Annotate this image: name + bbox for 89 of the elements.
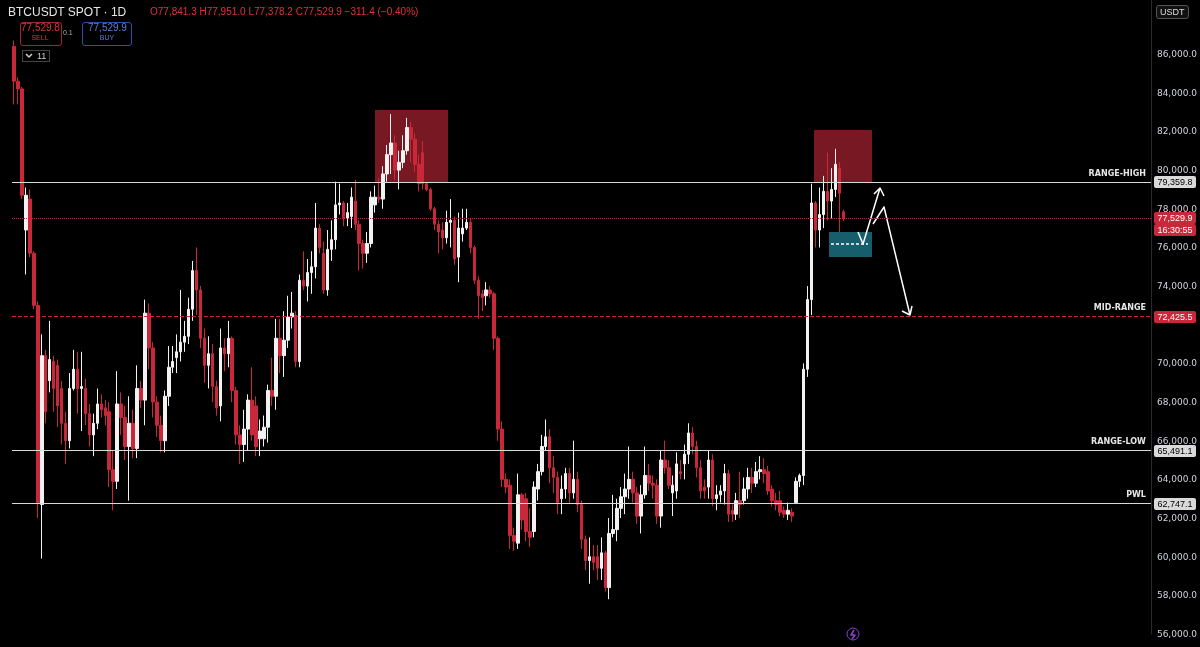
- candlestick: [135, 364, 139, 459]
- candlestick: [484, 281, 488, 306]
- candlestick: [24, 186, 28, 275]
- ref-line-label: RANGE-LOW: [1091, 437, 1147, 447]
- candlestick: [258, 418, 262, 457]
- candlestick: [298, 273, 301, 368]
- candlestick: [350, 186, 353, 229]
- candlestick: [227, 320, 230, 368]
- y-tick-label: 86,000.0: [1156, 49, 1198, 60]
- candlestick: [421, 140, 424, 190]
- candlestick: [457, 212, 460, 283]
- candlestick: [711, 453, 714, 507]
- y-tick-label: 64,000.0: [1156, 474, 1198, 485]
- candlestick: [572, 440, 575, 500]
- candlestick: [223, 337, 226, 372]
- text: 65,491.1: [1154, 444, 1196, 457]
- candlestick: [596, 544, 599, 581]
- candlestick: [143, 299, 147, 426]
- candlestick: [12, 40, 16, 105]
- ref-line-label: RANGE-HIGH: [1088, 168, 1146, 178]
- candlestick: [727, 469, 730, 523]
- candlestick: [750, 467, 754, 494]
- text: 72,425.5: [1154, 310, 1196, 323]
- y-tick-label: 74,000.0: [1156, 281, 1198, 292]
- chart-title: BTCUSDT SPOT · 1D: [8, 5, 127, 19]
- candlestick: [778, 490, 782, 517]
- candlestick: [600, 536, 603, 581]
- candlestick: [44, 349, 47, 424]
- candlestick: [266, 384, 270, 444]
- candlestick: [679, 459, 682, 480]
- candlestick: [516, 473, 520, 550]
- candlestick: [318, 223, 321, 254]
- text: O77,841.3 H77,951.0 L77,378.2 C77,529.9 −311.4 (−0.40%): [150, 6, 419, 17]
- candlestick: [322, 241, 325, 295]
- text: 62,747.1: [1154, 497, 1196, 510]
- candlestick: [393, 134, 397, 181]
- candlestick: [278, 318, 282, 374]
- candlestick: [604, 550, 607, 592]
- candlestick: [48, 320, 51, 393]
- y-tick-label: 76,000.0: [1156, 242, 1198, 253]
- annotation: 77,529.8: [21, 22, 60, 33]
- text: 77,529.9: [1154, 211, 1196, 224]
- ref-line-label: PWL: [1126, 490, 1146, 500]
- candlestick: [76, 351, 79, 415]
- candlestick: [131, 409, 135, 459]
- candlestick: [786, 502, 790, 521]
- y-tick-label: 80,000.0: [1156, 165, 1198, 176]
- candlestick: [568, 467, 571, 504]
- y-tick-label: 70,000.0: [1156, 358, 1198, 369]
- y-tick-label: 56,000.0: [1156, 629, 1198, 639]
- y-tick-label: 62,000.0: [1156, 513, 1198, 524]
- text: USDT: [1156, 5, 1189, 19]
- candlestick: [127, 395, 131, 502]
- candlestick: [377, 177, 381, 204]
- candlestick: [441, 221, 444, 250]
- annotation: 77,529.9: [88, 22, 127, 33]
- candlestick: [139, 380, 143, 409]
- y-tick-label: 84,000.0: [1156, 87, 1198, 98]
- candlestick: [302, 250, 305, 291]
- candlestick: [794, 476, 798, 505]
- y-tick-label: 78,000.0: [1156, 203, 1198, 214]
- candlestick: [715, 484, 718, 511]
- ref-line-label: MID-RANGE: [1093, 303, 1146, 313]
- text: 16:30:55: [1154, 223, 1196, 236]
- candlestick: [207, 335, 210, 390]
- candlestick: [723, 463, 726, 505]
- candlestick: [738, 471, 742, 519]
- candlestick: [655, 478, 659, 525]
- y-tick-label: 82,000.0: [1156, 126, 1198, 137]
- candlestick: [449, 198, 452, 248]
- candlestick: [508, 478, 512, 550]
- candlestick: [659, 449, 663, 529]
- candlestick: [80, 351, 83, 432]
- y-tick-label: 58,000.0: [1156, 590, 1198, 601]
- candlestick: [790, 507, 794, 523]
- candlestick: [115, 370, 119, 490]
- annotation: 11: [22, 50, 51, 62]
- text: 79,359.8: [1154, 176, 1196, 189]
- y-tick-label: 66,000.0: [1156, 435, 1198, 446]
- candlestick: [588, 536, 591, 585]
- candlestick: [707, 449, 710, 500]
- y-tick-label: 60,000.0: [1156, 551, 1198, 562]
- candlestick: [746, 467, 750, 500]
- y-tick-label: 68,000.0: [1156, 397, 1198, 408]
- candlestick: [219, 328, 222, 422]
- candlestick: [274, 318, 278, 411]
- candlestick: [270, 357, 274, 407]
- candlestick: [40, 333, 44, 560]
- candlestick: [734, 492, 738, 521]
